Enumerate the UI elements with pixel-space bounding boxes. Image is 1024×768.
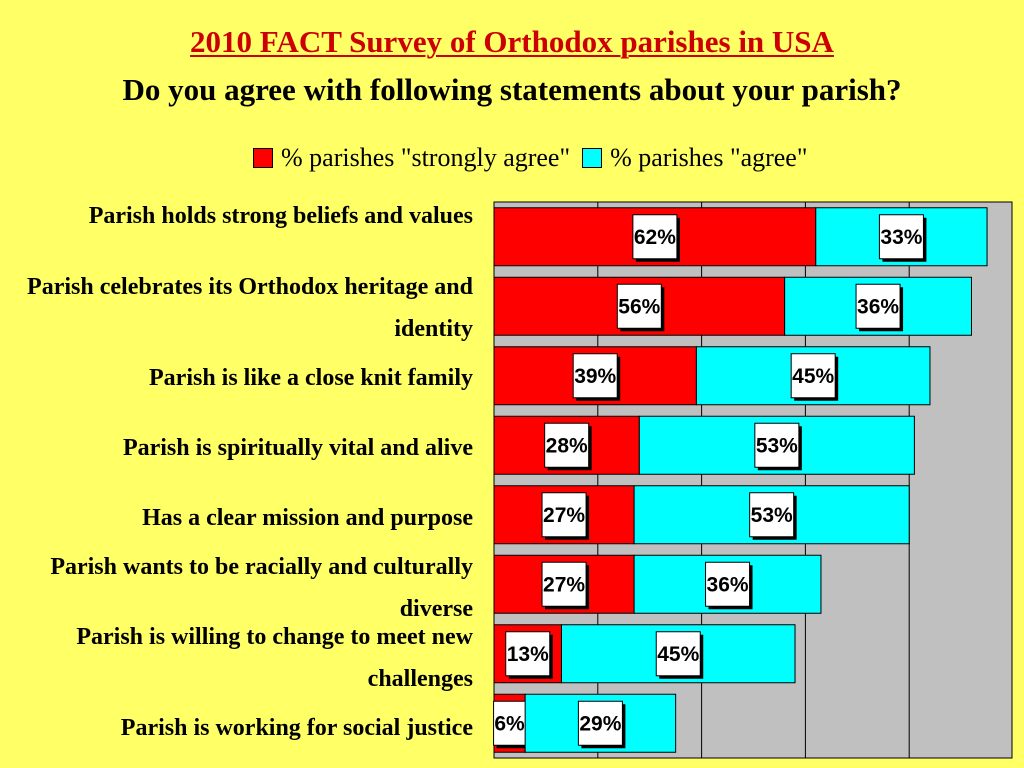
data-label-box [505, 631, 551, 677]
data-label: 36% [857, 295, 899, 318]
data-label: 62% [634, 226, 676, 249]
legend-item-agree: % parishes "agree" [582, 143, 807, 173]
data-label-box [493, 700, 527, 746]
data-label-box [572, 353, 618, 399]
data-label: 13% [507, 643, 549, 666]
data-label: 27% [543, 504, 585, 527]
data-label: 56% [618, 295, 660, 318]
data-label: 53% [756, 434, 798, 457]
data-label-box [541, 492, 587, 538]
chart-title: 2010 FACT Survey of Orthodox parishes in… [190, 24, 834, 59]
data-label: 36% [707, 573, 749, 596]
legend-item-strongly-agree: % parishes "strongly agree" [253, 143, 570, 173]
data-label-box [616, 283, 662, 329]
category-label: Parish celebrates its Orthodox heritage … [27, 274, 473, 342]
data-label: 33% [880, 226, 922, 249]
data-label: 45% [657, 643, 699, 666]
category-label: Parish is willing to change to meet new … [76, 624, 473, 692]
data-label-box [749, 492, 795, 538]
category-label: Has a clear mission and purpose [142, 505, 473, 531]
legend: % parishes "strongly agree" % parishes "… [253, 138, 819, 178]
category-label: Parish is spiritually vital and alive [122, 435, 473, 461]
legend-swatch-agree [582, 148, 603, 168]
chart-subtitle: Do you agree with following statements a… [122, 72, 902, 107]
data-label: 6% [494, 712, 525, 735]
legend-label-agree: % parishes "agree" [610, 143, 808, 172]
data-label-box [544, 422, 590, 468]
data-label-box [790, 353, 836, 399]
data-label-box [632, 214, 678, 260]
data-label-box [878, 214, 924, 260]
data-label: 28% [546, 434, 588, 457]
category-label: Parish holds strong beliefs and values [88, 203, 473, 229]
data-label-box [705, 561, 751, 607]
legend-swatch-strongly-agree [253, 148, 273, 168]
data-label-box [754, 422, 800, 468]
category-label: Parish is like a close knit family [149, 365, 473, 391]
data-label: 39% [574, 365, 616, 388]
data-label: 53% [751, 504, 793, 527]
data-label-box [655, 631, 701, 677]
data-label: 29% [579, 712, 621, 735]
data-label: 45% [792, 365, 834, 388]
legend-label-strongly-agree: % parishes "strongly agree" [281, 143, 571, 172]
data-label-box [541, 561, 587, 607]
data-label-box [577, 700, 623, 746]
data-label: 27% [543, 573, 585, 596]
data-label-box [855, 283, 901, 329]
category-label: Parish wants to be racially and cultural… [50, 554, 473, 622]
category-label: Parish is working for social justice [120, 715, 473, 741]
